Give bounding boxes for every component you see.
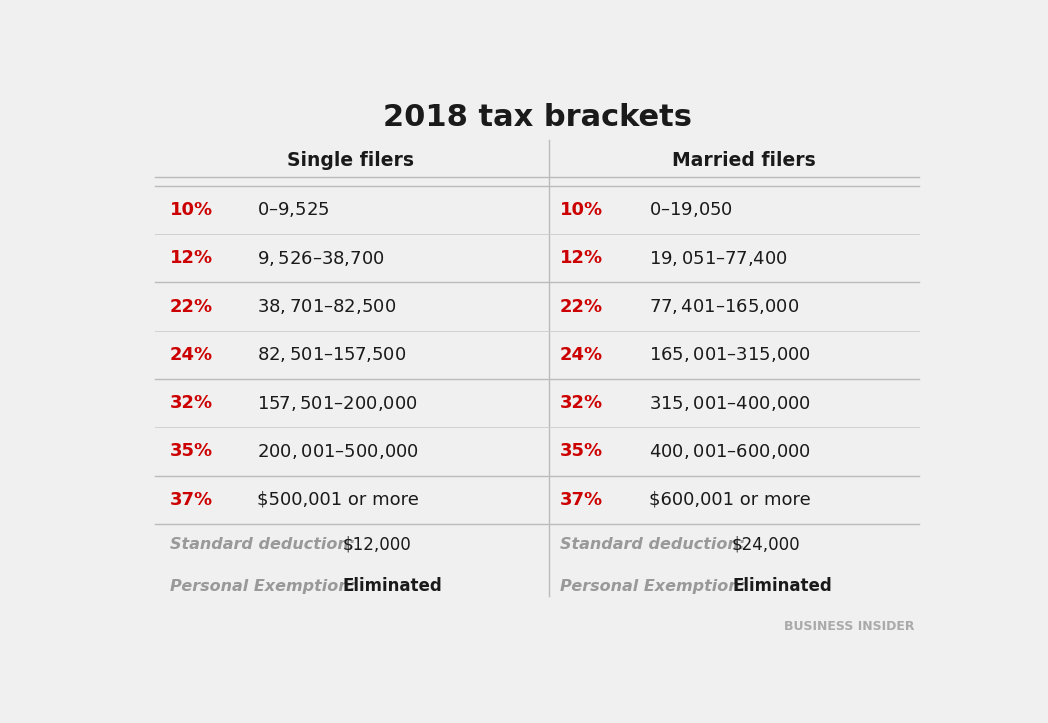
- Text: Married filers: Married filers: [673, 151, 816, 170]
- Text: 2018 tax brackets: 2018 tax brackets: [383, 103, 692, 132]
- Text: $38,701–$82,500: $38,701–$82,500: [257, 297, 396, 316]
- Text: Standard deduction:: Standard deduction:: [560, 537, 745, 552]
- Text: $200,001–$500,000: $200,001–$500,000: [257, 442, 419, 461]
- Text: 22%: 22%: [560, 298, 603, 315]
- Text: 10%: 10%: [560, 201, 603, 219]
- Text: 37%: 37%: [170, 491, 213, 509]
- Text: Personal Exemption:: Personal Exemption:: [560, 579, 746, 594]
- Text: $24,000: $24,000: [732, 536, 801, 554]
- Text: $400,001–$600,000: $400,001–$600,000: [649, 442, 811, 461]
- Text: $157,501–$200,000: $157,501–$200,000: [257, 393, 418, 413]
- Text: 32%: 32%: [560, 394, 603, 412]
- Text: $82,501–$157,500: $82,501–$157,500: [257, 346, 407, 364]
- Text: Standard deduction:: Standard deduction:: [170, 537, 355, 552]
- Text: 24%: 24%: [560, 346, 603, 364]
- Text: Single filers: Single filers: [287, 151, 414, 170]
- Text: BUSINESS INSIDER: BUSINESS INSIDER: [784, 620, 915, 633]
- Text: $0–$9,525: $0–$9,525: [257, 200, 329, 220]
- Text: $19,051–$77,400: $19,051–$77,400: [649, 249, 788, 268]
- Text: Personal Exemption:: Personal Exemption:: [170, 579, 356, 594]
- Text: 35%: 35%: [170, 442, 213, 461]
- Text: 24%: 24%: [170, 346, 213, 364]
- Text: 12%: 12%: [560, 249, 603, 268]
- Text: $600,001 or more: $600,001 or more: [649, 491, 811, 509]
- Text: $12,000: $12,000: [342, 536, 411, 554]
- Text: 37%: 37%: [560, 491, 603, 509]
- Text: $0–$19,050: $0–$19,050: [649, 200, 734, 220]
- Text: $77,401–$165,000: $77,401–$165,000: [649, 297, 800, 316]
- Text: $165,001–$315,000: $165,001–$315,000: [649, 346, 811, 364]
- Text: Eliminated: Eliminated: [342, 578, 442, 596]
- Text: 35%: 35%: [560, 442, 603, 461]
- Text: 12%: 12%: [170, 249, 213, 268]
- Text: $315,001–$400,000: $315,001–$400,000: [649, 393, 811, 413]
- Text: 32%: 32%: [170, 394, 213, 412]
- Text: 10%: 10%: [170, 201, 213, 219]
- Text: $500,001 or more: $500,001 or more: [257, 491, 419, 509]
- Text: Eliminated: Eliminated: [732, 578, 832, 596]
- Text: 22%: 22%: [170, 298, 213, 315]
- Text: $9,526–$38,700: $9,526–$38,700: [257, 249, 385, 268]
